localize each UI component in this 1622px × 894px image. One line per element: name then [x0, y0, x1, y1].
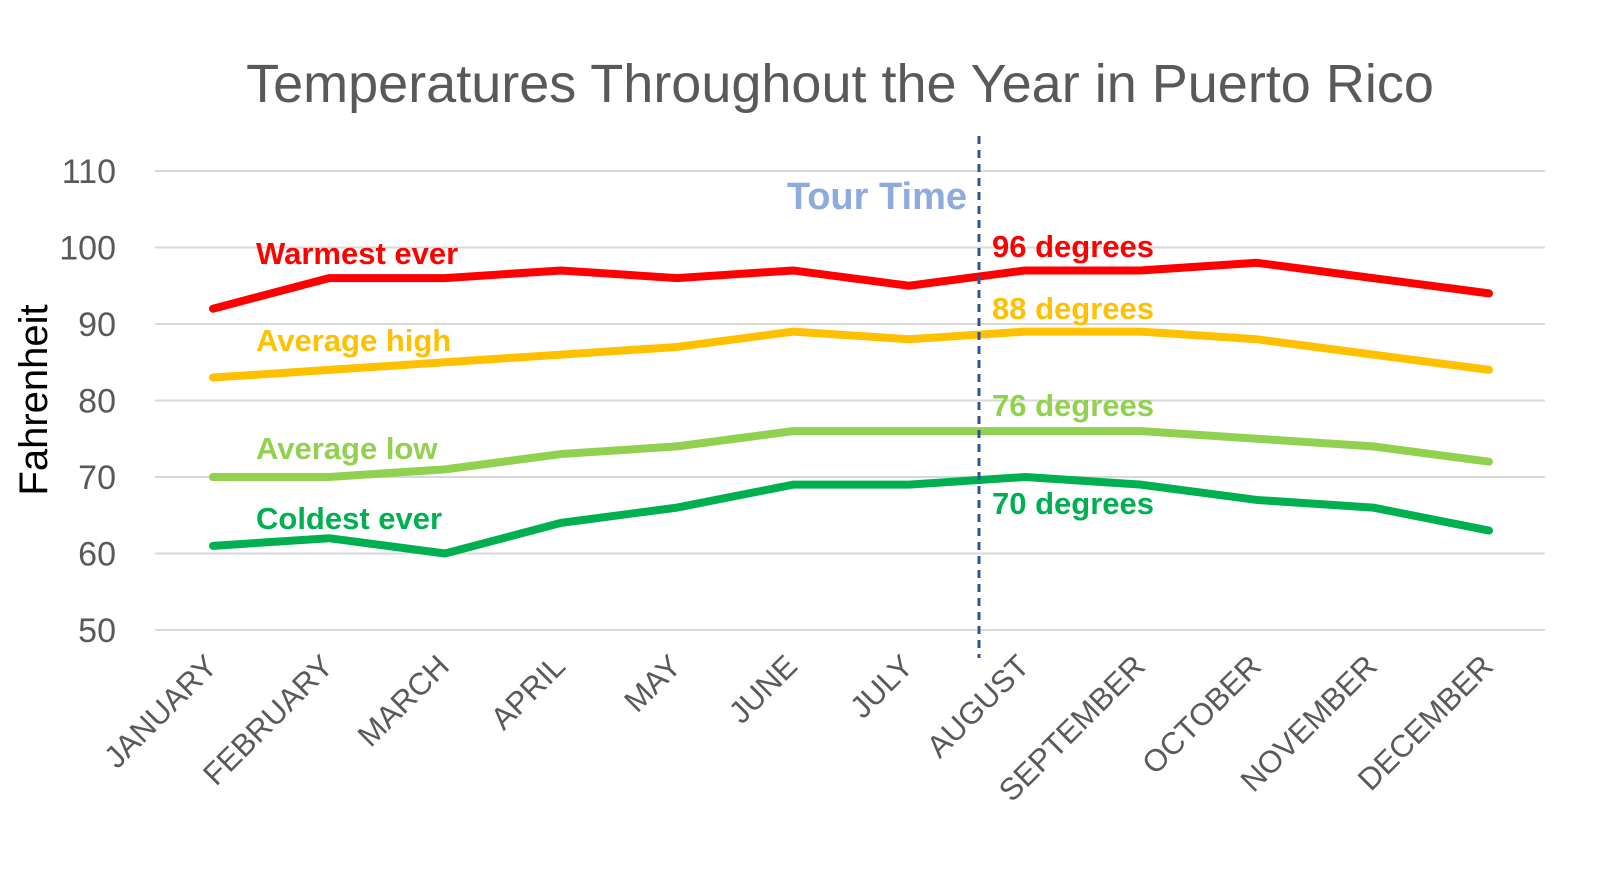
x-tick-label: JULY — [843, 648, 920, 725]
series-label: Warmest ever — [256, 236, 458, 271]
y-tick-label: 50 — [78, 612, 116, 650]
y-tick-label: 80 — [78, 383, 116, 421]
y-tick-label: 70 — [78, 459, 116, 497]
series-line — [209, 327, 1493, 382]
y-axis-label: Fahrenheit — [12, 304, 56, 495]
y-tick-label: 100 — [59, 230, 116, 268]
series-lines — [209, 258, 1493, 558]
series-line — [209, 258, 1493, 313]
series-label: Average high — [256, 323, 451, 358]
y-tick-label: 90 — [78, 306, 116, 344]
chart-title: Temperatures Throughout the Year in Puer… — [246, 54, 1434, 114]
x-tick-label: MAY — [617, 648, 688, 719]
degree-callout: 70 degrees — [992, 486, 1154, 521]
series-line — [209, 427, 1493, 481]
series-line — [209, 473, 1493, 558]
degree-callout: 96 degrees — [992, 229, 1154, 264]
tour-time-label: Tour Time — [787, 176, 967, 218]
degree-callout: 76 degrees — [992, 388, 1154, 423]
y-tick-label: 110 — [62, 153, 116, 191]
x-tick-label: JANUARY — [97, 648, 224, 775]
x-tick-label: APRIL — [484, 648, 572, 736]
y-axis-ticks: 110 100 90 80 70 60 50 — [59, 153, 116, 650]
x-tick-label: AUGUST — [920, 648, 1036, 764]
x-tick-label: JUNE — [722, 648, 804, 730]
series-label: Average low — [256, 431, 438, 466]
x-tick-label: MARCH — [351, 648, 456, 753]
degree-callout: 88 degrees — [992, 291, 1154, 326]
annotations: Warmest ever Average high Average low Colde… — [256, 136, 1154, 658]
series-label: Coldest ever — [256, 501, 442, 536]
y-tick-label: 60 — [78, 536, 116, 574]
